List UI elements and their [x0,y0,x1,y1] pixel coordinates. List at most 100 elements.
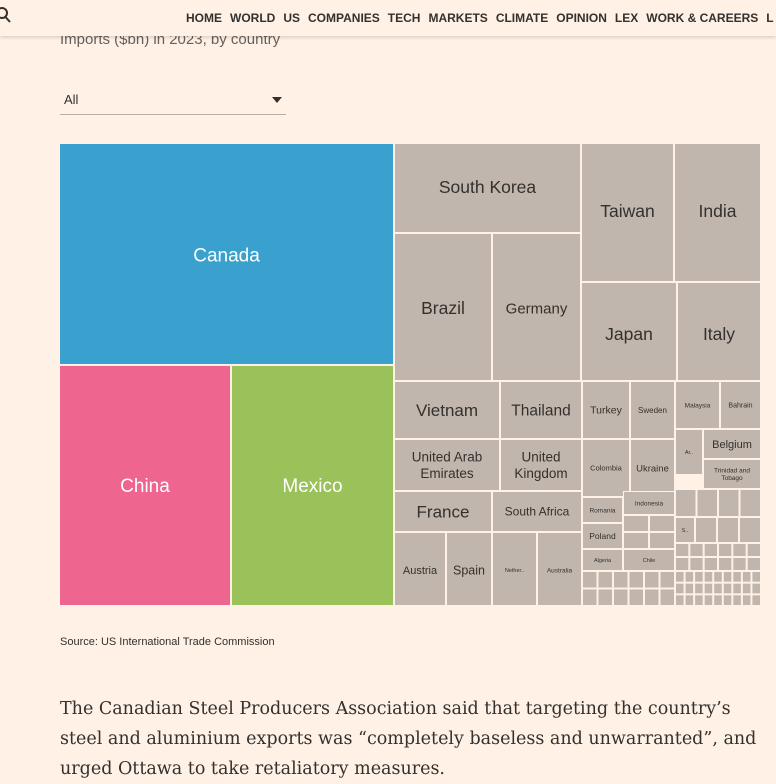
tile-belgium: Belgium [703,429,761,459]
nav-item-climate[interactable]: CLIMATE [495,11,549,25]
tile-small-22 [746,557,761,571]
tile-small-21 [746,543,761,557]
tile-indonesia: Indonesia [623,491,675,515]
tile-thailand: Thailand [500,381,582,439]
nav-item-companies[interactable]: COMPANIES [308,11,380,25]
nav-item-world[interactable]: WORLD [230,11,276,25]
tile-france: France [394,491,492,532]
nav-menu: HOME WORLD US COMPANIES TECH MARKETS CLIMATE OP… [186,11,774,25]
tile-small-58 [741,594,752,606]
tile-small-25 [597,571,613,589]
nav-item-lex[interactable]: LEX [614,11,639,25]
tile-rect-south-africa [492,491,582,532]
tile-brazil: Brazil [394,233,492,381]
tile-small-50 [722,571,733,583]
nav-item-l[interactable]: L [766,11,774,25]
tile-label-romania: Romania [589,507,615,514]
tile-rect-sweden [630,381,675,439]
tile-label-south-korea: South Korea [439,177,537,197]
tile-small-36 [675,582,685,595]
tile-turkey: Turkey [582,381,630,439]
tile-small-59 [751,571,761,583]
tile-rect-spain [446,532,492,606]
tile-small-52 [722,594,733,606]
tile-rect-australia [537,532,582,606]
tile-rect-brazil [394,233,492,381]
tile-small-19 [732,543,747,557]
search-icon[interactable] [0,6,12,24]
tile-small-61 [751,594,761,606]
tile-small-9 [717,517,739,543]
tile-s: S.. [675,517,695,543]
tile-label-canada: Canada [193,246,260,267]
tile-united-kingdom: United Kingdom [500,439,582,491]
tile-small-46 [703,594,714,606]
tile-label-ukraine: Ukraine [636,463,669,474]
tile-vietnam: Vietnam [394,381,500,439]
tile-small-47 [713,571,723,583]
nav-item-us[interactable]: US [283,11,300,25]
tile-label-austria: Austria [403,565,438,577]
tile-colombia: Colombia [582,439,630,497]
tile-rect-thailand [500,381,582,439]
tile-rect-trinidad-and-tobago [703,459,761,489]
tile-label-indonesia: Indonesia [635,500,664,507]
tile-rect-france [394,491,492,532]
tile-small-37 [675,594,685,606]
tile-label-poland: Poland [589,531,616,541]
tile-label-spain: Spain [453,563,485,577]
tile-rect-taiwan [581,143,674,282]
tile-rect-ar [675,429,703,475]
tile-rect-nether [492,532,537,606]
nav-item-tech[interactable]: TECH [387,11,421,25]
tile-poland: Poland [582,523,623,549]
tile-label-colombia: Colombia [590,464,623,473]
tile-label-china: China [120,476,170,497]
tile-small-39 [684,582,695,595]
tile-small-34 [659,588,675,606]
tile-rect-ukraine [630,439,675,497]
tile-small-10 [739,517,761,543]
nav-item-markets[interactable]: MARKETS [428,11,488,25]
tile-small-38 [684,571,695,583]
tile-rect-italy [677,282,761,381]
tile-rect-united-arab-emirates [394,439,500,491]
tile-small-32 [644,588,660,606]
tile-small-30 [628,588,644,606]
tile-spain: Spain [446,532,492,606]
tile-sweden: Sweden [630,381,675,439]
tile-label-france: France [417,502,470,521]
tile-small-57 [741,582,752,595]
tile-rect-algeria [582,549,623,571]
tile-small-40 [684,594,695,606]
tile-label-turkey: Turkey [590,405,622,417]
tile-algeria: Algeria [582,549,623,571]
tile-small-41 [694,571,704,583]
country-filter-dropdown[interactable]: All [60,88,286,115]
tile-label-trinidad-and-tobago: Trinidad and Tobago [714,467,750,482]
tile-small-1 [623,532,649,549]
top-navigation: HOME WORLD US COMPANIES TECH MARKETS CLIMATE OP… [0,0,776,36]
tile-india: India [674,143,761,282]
nav-item-work-careers[interactable]: WORK & CAREERS [646,11,759,25]
tile-rect-malaysia [675,381,720,429]
tile-rect-poland [582,523,623,549]
nav-item-home[interactable]: HOME [186,11,222,25]
tile-small-31 [644,571,660,589]
tile-label-india: India [699,201,737,221]
tile-chile: Chile [623,549,675,571]
tile-rect-south-korea [394,143,581,233]
tile-small-53 [732,571,742,583]
tile-label-chile: Chile [643,558,656,564]
tile-small-4 [675,489,697,517]
tile-rect-germany [492,233,581,381]
tile-label-united-arab-emirates: United Arab Emirates [412,450,483,481]
tile-rect-turkey [582,381,630,439]
tile-rect-s [675,517,695,543]
tile-small-24 [582,588,598,606]
tile-small-2 [649,515,675,532]
tile-small-11 [675,543,690,557]
tile-small-0 [623,515,649,532]
tile-ukraine: Ukraine [630,439,675,497]
nav-item-opinion[interactable]: OPINION [556,11,607,25]
